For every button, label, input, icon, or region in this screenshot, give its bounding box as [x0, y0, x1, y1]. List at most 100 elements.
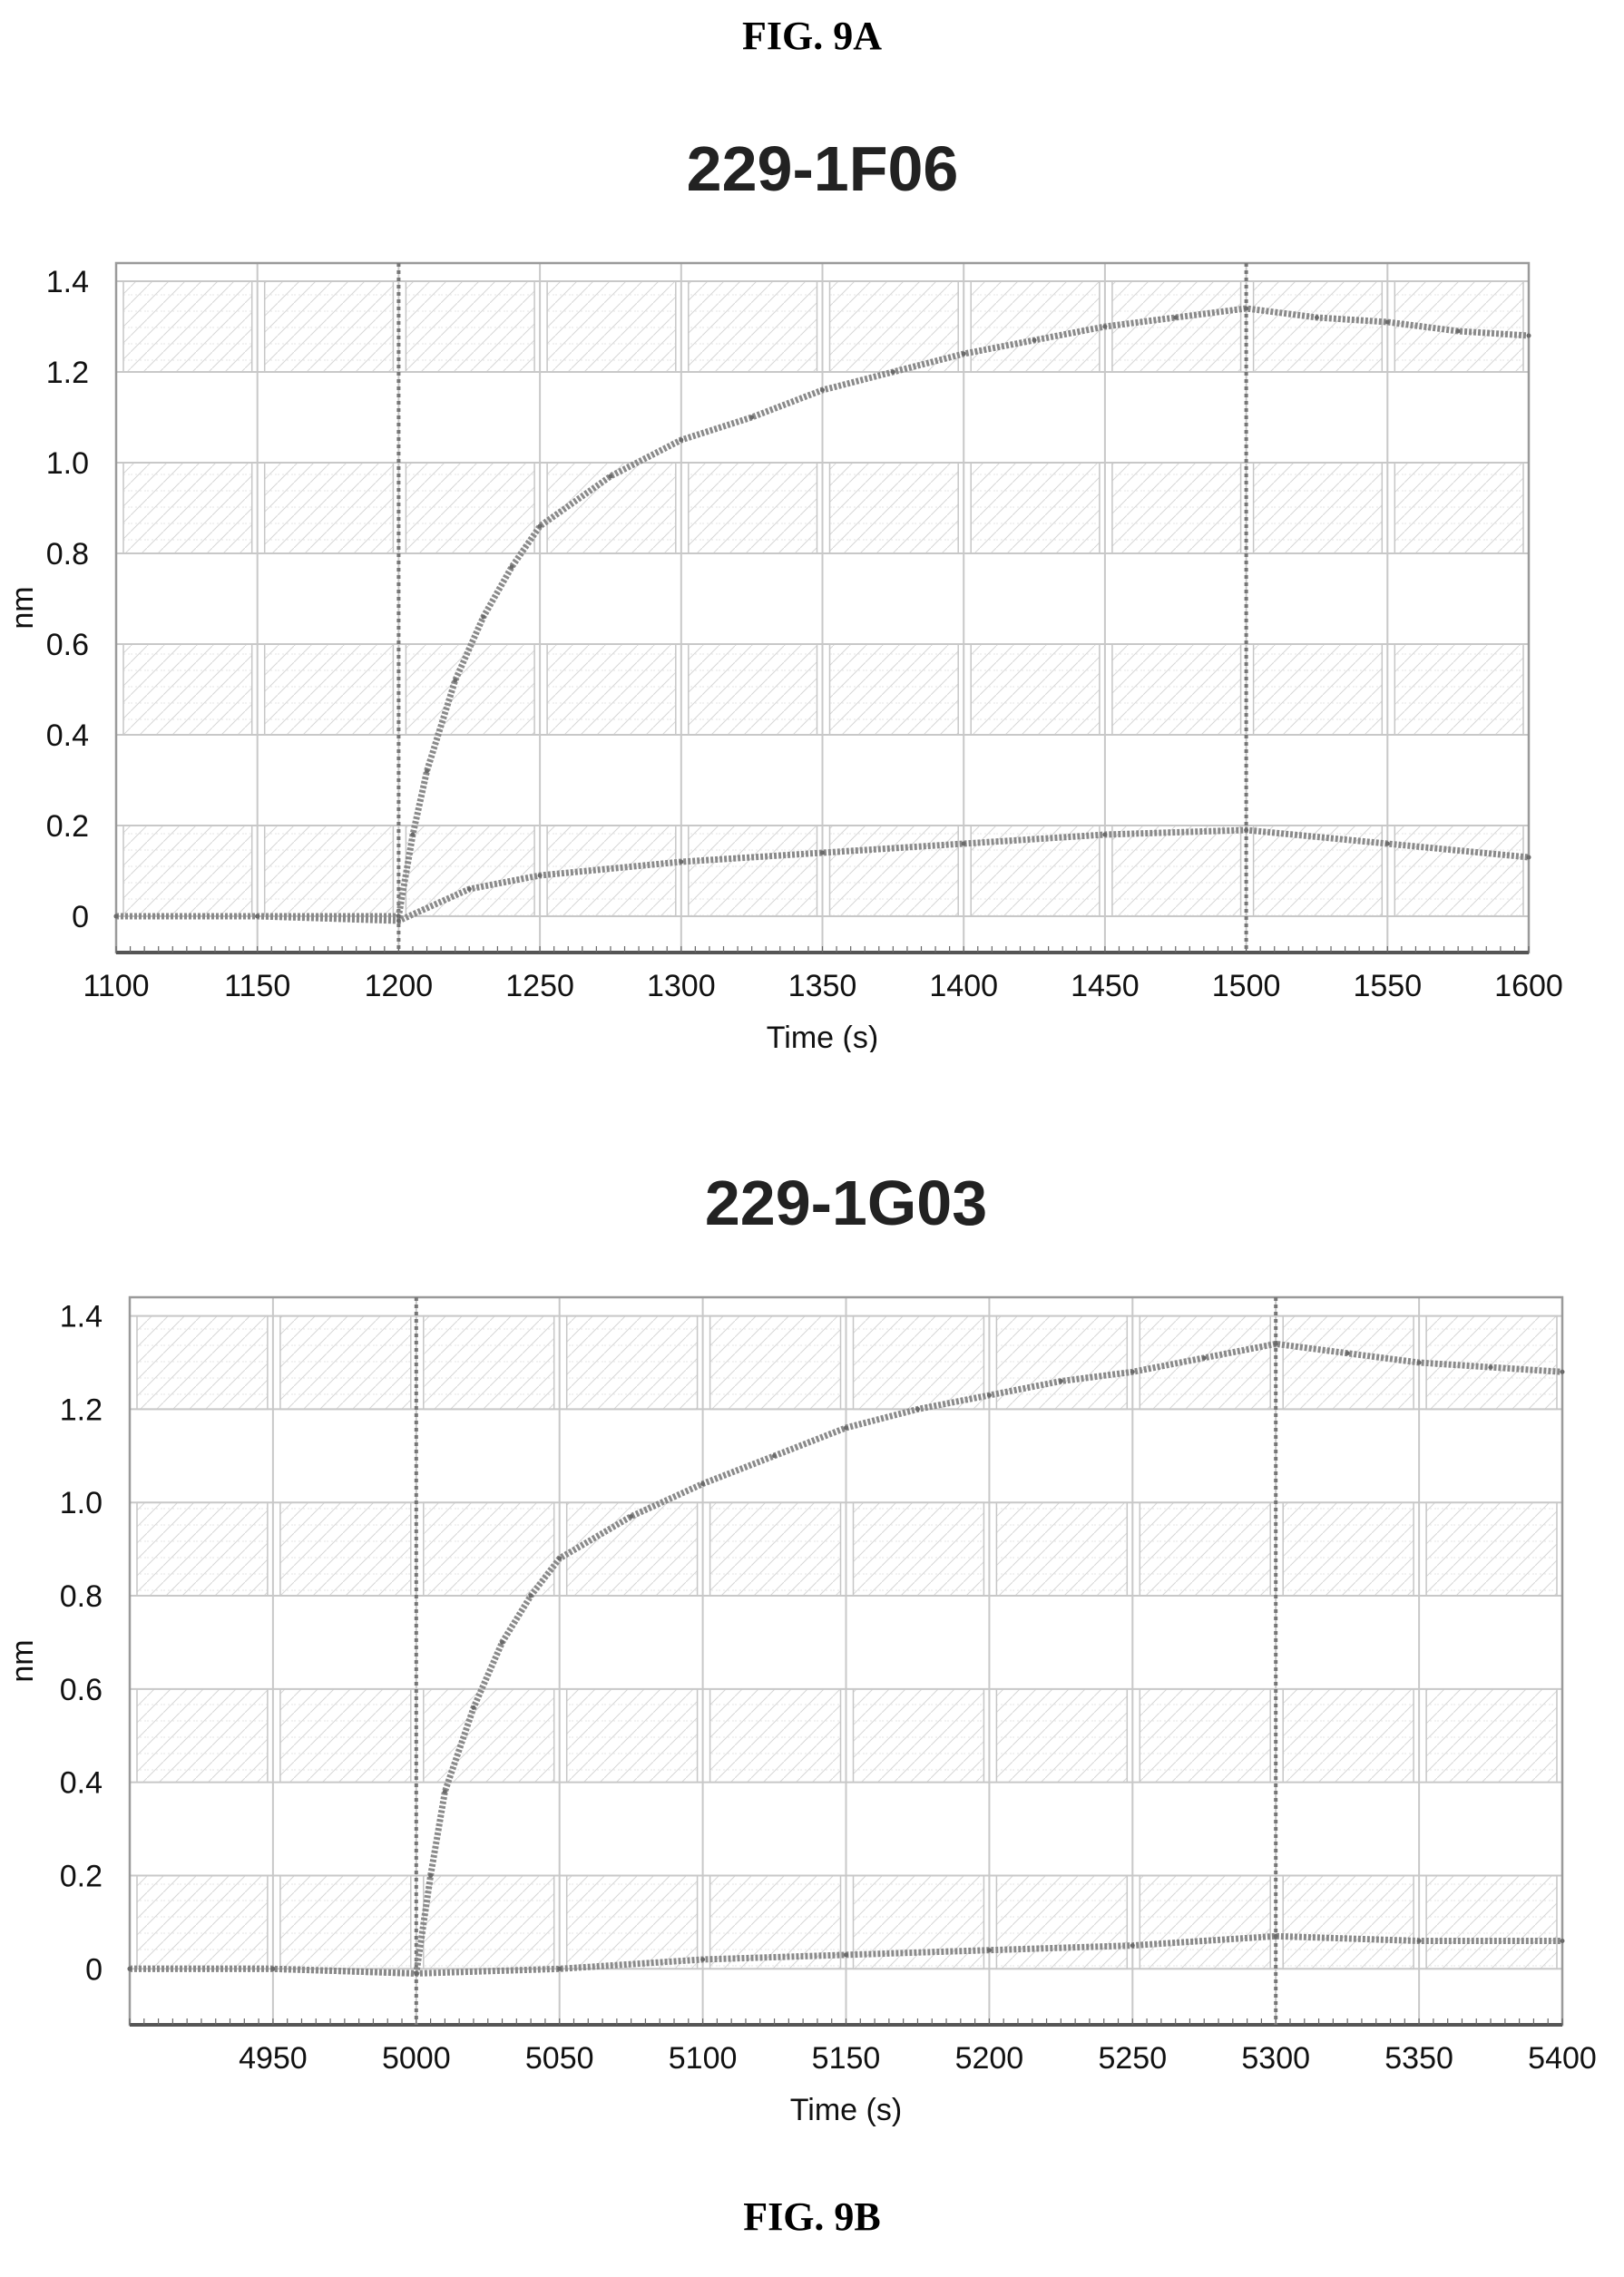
series-point-1: [1526, 333, 1531, 338]
series-point-1: [1345, 1351, 1350, 1356]
x-tick-label: 1400: [929, 969, 998, 1003]
hatched-cell: [279, 1688, 412, 1783]
series-point-2: [270, 1966, 276, 1971]
hatched-cell: [1252, 643, 1384, 736]
x-tick-label: 1600: [1494, 969, 1563, 1003]
hatched-cell: [828, 643, 959, 736]
y-tick-label: 1.4: [46, 265, 89, 299]
series-point-1: [890, 369, 895, 375]
hatched-cell: [1111, 643, 1242, 736]
hatched-cell: [1139, 1314, 1271, 1411]
hatched-cell: [970, 462, 1101, 554]
series-point-2: [679, 859, 684, 865]
series-point-2: [820, 850, 825, 855]
x-axis-label: Time (s): [767, 1021, 878, 1052]
hatched-cell: [1425, 1874, 1558, 1970]
series-point-1: [1130, 1369, 1135, 1374]
hatched-cell: [122, 280, 253, 373]
y-tick-label: 1.2: [46, 356, 89, 390]
hatched-cell: [1139, 1874, 1271, 1970]
series-point-1: [1560, 1369, 1565, 1374]
x-tick-label: 5100: [669, 2041, 738, 2076]
series-point-1: [428, 1872, 434, 1878]
hatched-cell: [1425, 1501, 1558, 1597]
y-tick-label: 0.2: [46, 809, 89, 844]
hatched-cell: [1111, 280, 1242, 373]
hatched-cell: [852, 1874, 985, 1970]
series-point-1: [509, 564, 514, 570]
hatched-cell: [852, 1688, 985, 1783]
x-tick-label: 1350: [788, 969, 857, 1003]
hatched-cell: [263, 280, 395, 373]
hatched-cell: [852, 1501, 985, 1597]
series-point-1: [481, 614, 486, 620]
hatched-cell: [405, 462, 535, 554]
hatched-cell: [423, 1314, 555, 1411]
series-point-1: [396, 914, 401, 919]
x-tick-label: 1300: [647, 969, 716, 1003]
hatched-cell: [136, 1314, 269, 1411]
x-tick-label: 5150: [812, 2041, 881, 2076]
hatched-cell: [423, 1688, 555, 1783]
x-tick-label: 5000: [382, 2041, 451, 2076]
figure-label-bottom: FIG. 9B: [743, 2194, 881, 2239]
hatched-cell: [1394, 825, 1524, 917]
hatched-cell: [279, 1874, 412, 1970]
series-point-1: [1058, 1379, 1063, 1384]
series-point-1: [1273, 1341, 1278, 1346]
hatched-cell: [970, 280, 1101, 373]
series-point-2: [255, 914, 260, 919]
x-tick-label: 1150: [224, 969, 290, 1003]
hatched-cell: [1425, 1314, 1558, 1411]
series-point-2: [961, 841, 966, 846]
series-point-1: [820, 387, 825, 393]
series-point-1: [1416, 1360, 1422, 1365]
hatched-cell: [970, 643, 1101, 736]
y-tick-label: 0.6: [46, 628, 89, 662]
hatched-cell: [122, 462, 253, 554]
hatched-cell: [1111, 462, 1242, 554]
series-point-1: [749, 415, 755, 420]
hatched-cell: [405, 643, 535, 736]
series-point-1: [537, 523, 543, 529]
hatched-cell: [688, 280, 818, 373]
hatched-cell: [122, 825, 253, 917]
hatched-cell: [136, 1688, 269, 1783]
x-tick-label: 1500: [1212, 969, 1281, 1003]
hatched-cell: [709, 1688, 842, 1783]
y-tick-label: 0.8: [46, 537, 89, 572]
series-point-1: [629, 1514, 634, 1520]
chart-229-1g03: 229-1G03 4950 5000 5050 5100 5150 5200 5250 5300…: [5, 1168, 1597, 2127]
y-tick-label: 1.0: [46, 446, 89, 481]
hatched-cell: [122, 643, 253, 736]
x-tick-label: 1450: [1071, 969, 1140, 1003]
series-point-1: [500, 1639, 505, 1645]
y-tick-label: 0.8: [60, 1579, 103, 1614]
series-point-1: [528, 1593, 533, 1598]
series-point-1: [961, 351, 966, 357]
hatched-cell: [1282, 1688, 1414, 1783]
series-point-2: [1273, 1933, 1278, 1939]
x-tick-label: 5050: [525, 2041, 594, 2076]
hatched-cell: [995, 1874, 1129, 1970]
hatched-cell: [995, 1314, 1129, 1411]
figure-label-top: FIG. 9A: [742, 14, 882, 58]
series-point-2: [1130, 1943, 1135, 1949]
series-point-1: [1102, 324, 1108, 329]
chart-title: 229-1G03: [705, 1168, 987, 1238]
series-point-2: [844, 1952, 848, 1958]
series-point-1: [557, 1556, 563, 1561]
y-tick-label: 1.0: [60, 1486, 103, 1520]
hatched-cell: [565, 1874, 699, 1970]
series-point-2: [1102, 832, 1108, 837]
series-point-1: [700, 1481, 706, 1487]
series-point-2: [1560, 1938, 1565, 1943]
x-tick-label: 5200: [955, 2041, 1024, 2076]
hatched-cell: [688, 643, 818, 736]
hatched-cell: [709, 1314, 842, 1411]
hatched-cell: [1394, 643, 1524, 736]
series-point-2: [113, 914, 119, 919]
hatched-cell: [405, 825, 535, 917]
series-point-1: [425, 768, 430, 774]
hatched-cell: [1282, 1501, 1414, 1597]
